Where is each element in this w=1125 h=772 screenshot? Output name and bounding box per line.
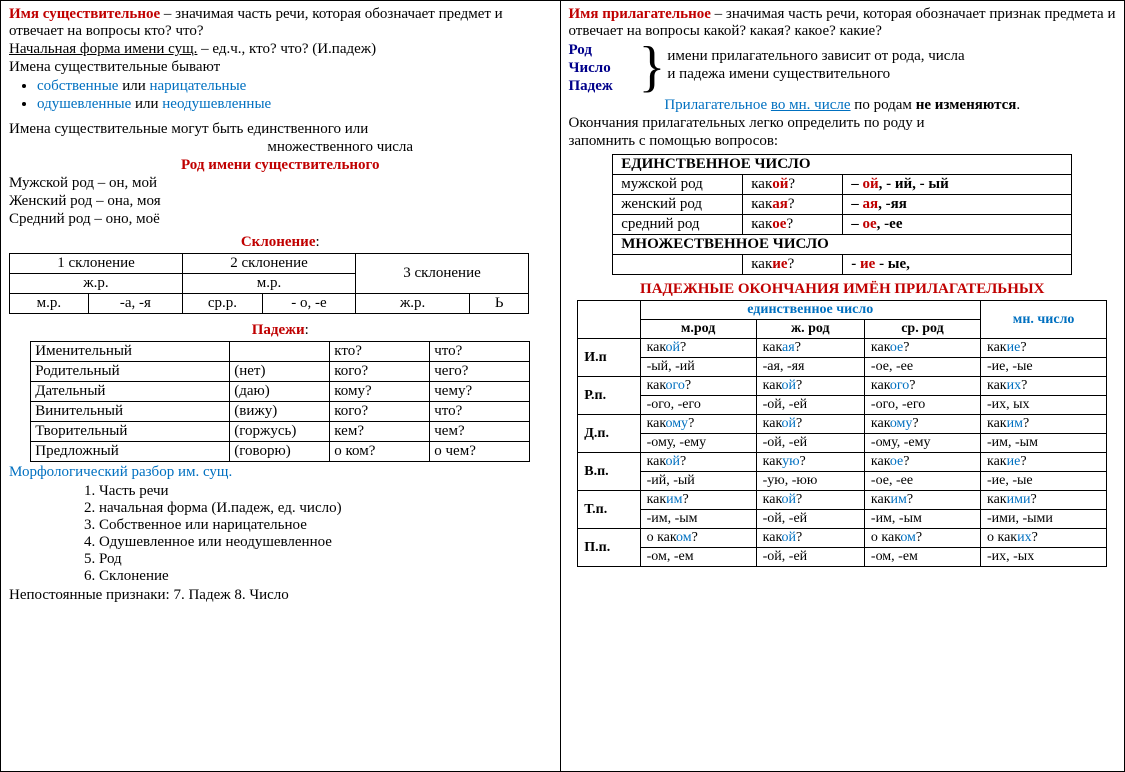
noun-title: Имя существительное	[9, 6, 160, 22]
table-row: Д.п.какому?какой?какому?каким?	[578, 415, 1107, 434]
rod-heading: Род имени существительного	[9, 157, 552, 174]
endings-intro1: Окончания прилагательных легко определит…	[569, 115, 1117, 132]
list-item: Род	[99, 551, 552, 568]
brace-block: Род Число Падеж } имени прилагательного …	[569, 41, 1117, 96]
nouns-are: Имена существительные бывают	[9, 59, 552, 76]
declension-table: 1 склонение 2 склонение 3 склонение ж.р.…	[9, 253, 529, 314]
table-row: Винительный(вижу)кого?что?	[31, 402, 530, 422]
table-row: И.пкакой?какая?какое?какие?	[578, 339, 1107, 358]
table-row: -им, -ым-ой, -ей-им, -ым-ими, -ыми	[578, 510, 1107, 529]
decl-h2: 2 склонение	[182, 254, 355, 274]
list-item: Часть речи	[99, 483, 552, 500]
table-cell	[230, 342, 330, 362]
plur-header: МНОЖЕСТВЕННОЕ ЧИСЛО	[613, 235, 1072, 255]
table-cell: кого?	[330, 362, 430, 382]
table-cell: кем?	[330, 422, 430, 442]
list-item: Склонение	[99, 568, 552, 585]
adj-title: Имя прилагательное	[569, 6, 711, 22]
table-cell: Именительный	[31, 342, 230, 362]
table-row: женский родкакая?– ая, -яя	[613, 195, 1072, 215]
adj-def: Имя прилагательное – значимая часть речи…	[569, 6, 1117, 40]
table-row: П.п.о каком?какой?о каком?о каких?	[578, 529, 1107, 548]
number-line1: Имена существительные могут быть единств…	[9, 121, 552, 138]
skl-heading: Склонение:	[9, 234, 552, 251]
table-row: В.п.какой?какую?какое?какие?	[578, 453, 1107, 472]
brace-text: имени прилагательного зависит от рода, ч…	[667, 41, 964, 84]
table-row: средний родкакое?– ое, -ее	[613, 215, 1072, 235]
table-cell: кого?	[330, 402, 430, 422]
endings-intro2: запомнить с помощью вопросов:	[569, 133, 1117, 150]
singular-endings-table: ЕДИНСТВЕННОЕ ЧИСЛО мужской родкакой?– ой…	[612, 154, 1072, 275]
nepost: Непостоянные признаки: 7. Падеж 8. Число	[9, 587, 552, 604]
table-cell: о чем?	[430, 442, 530, 462]
table-row: -ий, -ый-ую, -юю-ое, -ее-ие, -ые	[578, 472, 1107, 491]
table-cell: кто?	[330, 342, 430, 362]
sing-header: ЕДИНСТВЕННОЕ ЧИСЛО	[613, 155, 1072, 175]
table-row: Творительный(горжусь)кем?чем?	[31, 422, 530, 442]
table-row: Р.п.какого?какой?какого?каких?	[578, 377, 1107, 396]
list-item: собственные или нарицательные	[37, 78, 552, 95]
table-cell: Дательный	[31, 382, 230, 402]
rod-f: Женский род – она, моя	[9, 193, 552, 210]
table-cell: (нет)	[230, 362, 330, 382]
noun-def: Имя существительное – значимая часть реч…	[9, 6, 552, 40]
table-row: мужской родкакой?– ой, - ий, - ый	[613, 175, 1072, 195]
initial-form: Начальная форма имени сущ. – ед.ч., кто?…	[9, 41, 552, 58]
table-cell: что?	[430, 402, 530, 422]
morph-heading: Морфологический разбор им. сущ.	[9, 464, 552, 481]
list-item: одушевленные или неодушевленные	[37, 96, 552, 113]
decl-h1: 1 склонение	[10, 254, 183, 274]
page: Имя существительное – значимая часть реч…	[0, 0, 1125, 772]
pad-heading: Падежи:	[9, 322, 552, 339]
table-row: Т.п.каким?какой?каким?какими?	[578, 491, 1107, 510]
table-row: Именительный кто?что?	[31, 342, 530, 362]
table-row: Предложный(говорю)о ком?о чем?	[31, 442, 530, 462]
rod-m: Мужской род – он, мой	[9, 175, 552, 192]
table-cell: Творительный	[31, 422, 230, 442]
brace-icon: }	[639, 39, 666, 95]
noun-types-list: собственные или нарицательные одушевленн…	[37, 78, 552, 113]
table-row: -ого, -его-ой, -ей-ого, -его-их, ых	[578, 396, 1107, 415]
table-cell: чего?	[430, 362, 530, 382]
table-cell: кому?	[330, 382, 430, 402]
table-cell: Родительный	[31, 362, 230, 382]
table-cell: (вижу)	[230, 402, 330, 422]
brace-labels: Род Число Падеж	[569, 41, 639, 96]
table-cell: о ком?	[330, 442, 430, 462]
adj-cases-table: единственное число мн. число м.род ж. ро…	[577, 300, 1107, 567]
left-column: Имя существительное – значимая часть реч…	[1, 1, 561, 771]
list-item: Собственное или нарицательное	[99, 517, 552, 534]
table-cell: (горжусь)	[230, 422, 330, 442]
table-row: -ый, -ий-ая, -яя-ое, -ее-ие, -ые	[578, 358, 1107, 377]
table-cell: Предложный	[31, 442, 230, 462]
table-cell: Винительный	[31, 402, 230, 422]
right-column: Имя прилагательное – значимая часть речи…	[561, 1, 1125, 771]
plur-e: - ие - ые,	[843, 255, 1072, 275]
table-cell: что?	[430, 342, 530, 362]
table-cell: чем?	[430, 422, 530, 442]
table-row: Родительный(нет)кого?чего?	[31, 362, 530, 382]
table-row: -ом, -ем-ой, -ей-ом, -ем-их, -ых	[578, 548, 1107, 567]
table-cell: (даю)	[230, 382, 330, 402]
list-item: начальная форма (И.падеж, ед. число)	[99, 500, 552, 517]
table-cell: чему?	[430, 382, 530, 402]
table-row: -ому, -ему-ой, -ей-ому, -ему-им, -ым	[578, 434, 1107, 453]
decl-h3: 3 склонение	[355, 254, 528, 294]
number-line2: множественного числа	[9, 139, 552, 156]
cases-table-noun: Именительныйкто?что?Родительный(нет)кого…	[30, 341, 530, 462]
cases-title: ПАДЕЖНЫЕ ОКОНЧАНИЯ ИМЁН ПРИЛАГАТЕЛЬНЫХ	[569, 281, 1117, 298]
plur-q: какие?	[743, 255, 843, 275]
plural-rule: Прилагательное во мн. числе по родам не …	[569, 97, 1117, 114]
list-item: Одушевленное или неодушевленное	[99, 534, 552, 551]
rod-n: Средний род – оно, моё	[9, 211, 552, 228]
morph-list: Часть речиначальная форма (И.падеж, ед. …	[99, 483, 552, 585]
table-row: Дательный(даю)кому?чему?	[31, 382, 530, 402]
table-cell: (говорю)	[230, 442, 330, 462]
